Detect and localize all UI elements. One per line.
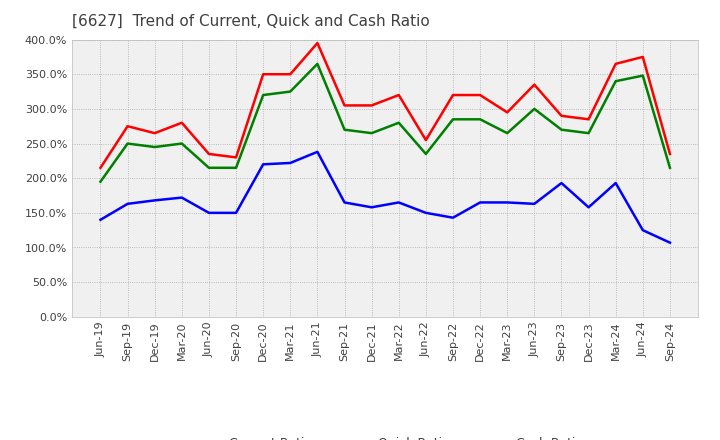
Quick Ratio [503,131,511,136]
Cash Ratio [96,217,105,222]
Quick Ratio [313,61,322,66]
Current Ratio [150,131,159,136]
Quick Ratio [584,131,593,136]
Quick Ratio [204,165,213,170]
Cash Ratio [395,200,403,205]
Current Ratio [367,103,376,108]
Line: Quick Ratio: Quick Ratio [101,64,670,182]
Quick Ratio [123,141,132,146]
Current Ratio [557,113,566,118]
Cash Ratio [259,161,268,167]
Current Ratio [421,137,430,143]
Current Ratio [611,61,620,66]
Current Ratio [178,120,186,125]
Cash Ratio [421,210,430,216]
Quick Ratio [150,144,159,150]
Current Ratio [96,165,105,170]
Current Ratio [584,117,593,122]
Quick Ratio [259,92,268,98]
Current Ratio [395,92,403,98]
Cash Ratio [557,180,566,186]
Quick Ratio [395,120,403,125]
Cash Ratio [611,180,620,186]
Cash Ratio [150,198,159,203]
Quick Ratio [665,165,674,170]
Cash Ratio [204,210,213,216]
Quick Ratio [96,179,105,184]
Line: Current Ratio: Current Ratio [101,43,670,168]
Quick Ratio [611,78,620,84]
Line: Cash Ratio: Cash Ratio [101,152,670,242]
Quick Ratio [476,117,485,122]
Quick Ratio [367,131,376,136]
Current Ratio [204,151,213,157]
Current Ratio [503,110,511,115]
Cash Ratio [476,200,485,205]
Quick Ratio [232,165,240,170]
Cash Ratio [232,210,240,216]
Quick Ratio [178,141,186,146]
Quick Ratio [639,73,647,78]
Text: [6627]  Trend of Current, Quick and Cash Ratio: [6627] Trend of Current, Quick and Cash … [72,14,430,29]
Current Ratio [286,72,294,77]
Quick Ratio [449,117,457,122]
Current Ratio [341,103,349,108]
Current Ratio [313,40,322,46]
Quick Ratio [421,151,430,157]
Cash Ratio [449,215,457,220]
Cash Ratio [665,240,674,245]
Current Ratio [259,72,268,77]
Current Ratio [476,92,485,98]
Cash Ratio [530,201,539,206]
Quick Ratio [530,106,539,111]
Cash Ratio [178,195,186,200]
Quick Ratio [341,127,349,132]
Cash Ratio [286,160,294,165]
Legend: Current Ratio, Quick Ratio, Cash Ratio: Current Ratio, Quick Ratio, Cash Ratio [182,432,588,440]
Cash Ratio [367,205,376,210]
Cash Ratio [584,205,593,210]
Cash Ratio [123,201,132,206]
Current Ratio [449,92,457,98]
Cash Ratio [313,149,322,154]
Quick Ratio [286,89,294,94]
Current Ratio [639,54,647,59]
Current Ratio [123,124,132,129]
Cash Ratio [639,227,647,233]
Cash Ratio [503,200,511,205]
Cash Ratio [341,200,349,205]
Current Ratio [232,155,240,160]
Current Ratio [665,151,674,157]
Current Ratio [530,82,539,87]
Quick Ratio [557,127,566,132]
